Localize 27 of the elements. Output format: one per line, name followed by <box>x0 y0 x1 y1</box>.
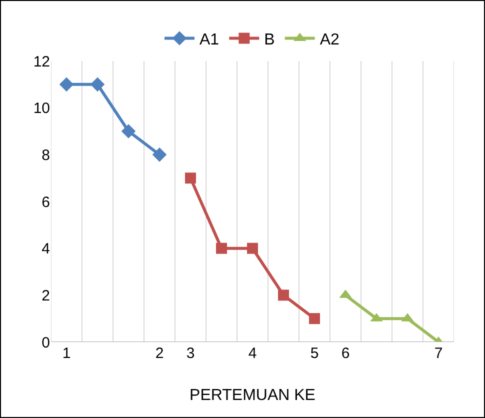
point <box>247 242 258 254</box>
y-tick-label: 6 <box>42 194 50 211</box>
x-tick-label: 5 <box>310 345 319 362</box>
point <box>59 77 74 92</box>
point <box>309 313 320 324</box>
x-axis-title: PERTEMUAN KE <box>190 387 316 404</box>
point <box>90 77 105 92</box>
legend-label: A1 <box>200 32 220 49</box>
y-tick-label: 2 <box>42 287 50 304</box>
x-tick-label: 7 <box>434 345 443 362</box>
x-tick-label: 2 <box>155 345 164 362</box>
x-tick-label: 4 <box>248 345 257 362</box>
y-tick-label: 8 <box>42 146 50 164</box>
point <box>121 124 136 138</box>
point <box>185 172 196 184</box>
y-tick-label: 4 <box>42 240 50 258</box>
x-tick-label: 3 <box>186 345 195 362</box>
x-tick-label: 6 <box>341 345 350 362</box>
y-tick-label: 0 <box>42 334 50 352</box>
x-tick-label: 1 <box>62 345 71 362</box>
y-tick-label: 10 <box>33 100 50 118</box>
point <box>152 148 167 162</box>
legend-label: A2 <box>320 32 340 49</box>
y-tick-label: 12 <box>33 53 50 70</box>
point <box>216 242 227 254</box>
point <box>278 290 289 301</box>
legend-label: B <box>264 32 275 49</box>
